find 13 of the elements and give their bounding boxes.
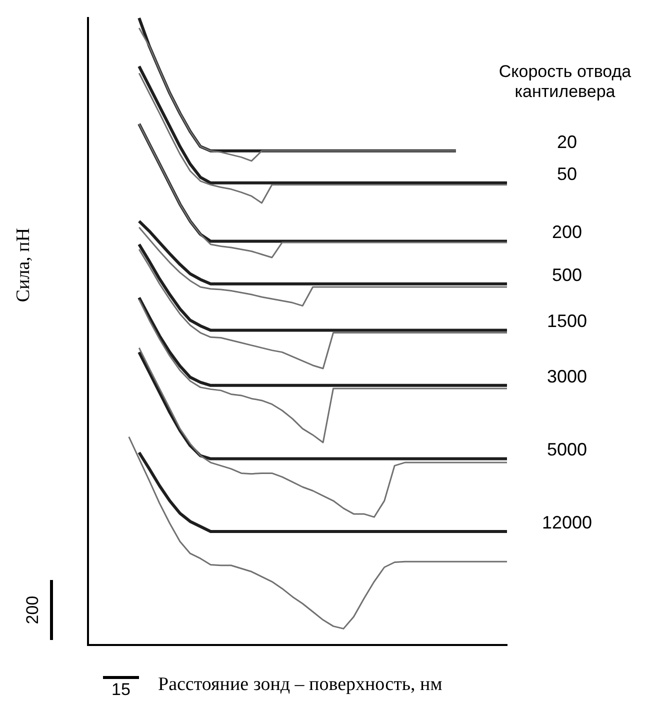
text: 200 [552,222,582,242]
text: 200 [23,596,43,624]
series-label: 12000 [542,512,592,532]
legend-title: Скорость отвода кантилевера [498,62,632,102]
text: 20 [556,132,578,152]
x-axis-title: Расстояние зонд – поверхность, нм [158,674,442,696]
text: 5000 [546,440,588,460]
text: 15 [112,680,130,700]
text: 50 [556,164,578,184]
text: 500 [552,264,582,285]
text: 1500 [546,311,588,332]
text: 3000 [546,366,588,386]
y-axis-title: Сила, пН [13,228,35,302]
